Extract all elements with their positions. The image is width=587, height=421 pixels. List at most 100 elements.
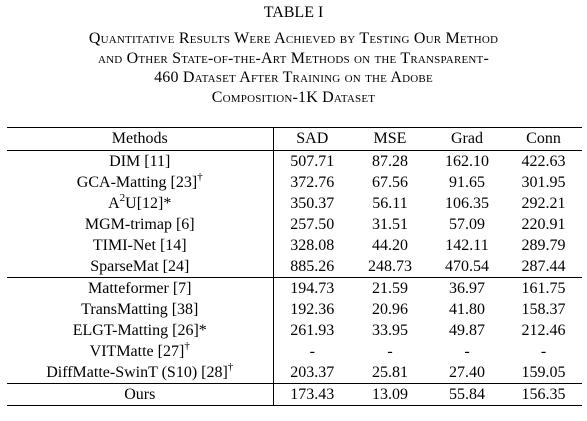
method-name: MGM-trimap [6] bbox=[84, 216, 195, 233]
method-name-rest: U[12]* bbox=[125, 195, 172, 212]
mse-value: 44.20 bbox=[372, 237, 408, 254]
method-name-cell: DiffMatte-SwinT (S10) [28]† bbox=[7, 360, 274, 384]
conn-value: 158.37 bbox=[521, 301, 566, 318]
method-name-cell: GCA-Matting [23]† bbox=[7, 170, 274, 193]
sad-value: 885.26 bbox=[290, 258, 335, 275]
dagger-mark: † bbox=[197, 170, 203, 183]
conn-value: 422.63 bbox=[521, 153, 566, 170]
method-name: Ours bbox=[124, 386, 156, 403]
method-name-cell: SparseMat [24] bbox=[7, 256, 274, 278]
sad-value: 507.71 bbox=[290, 153, 335, 170]
conn-value: 156.35 bbox=[505, 383, 582, 406]
table-row: Matteformer [7] 194.73 21.59 36.97 161.75 bbox=[7, 277, 582, 299]
conn-value: 161.75 bbox=[505, 277, 582, 299]
mse-value: 87.28 bbox=[372, 153, 408, 170]
method-name-cell: TransMatting [38] bbox=[7, 299, 274, 320]
sad-value: 328.08 bbox=[290, 237, 335, 254]
table-row: GCA-Matting [23]† 372.76 67.56 91.65 301.95 bbox=[7, 170, 582, 193]
table-caption: Quantitative Results Were Achieved by Te… bbox=[0, 29, 587, 107]
grad-value: - bbox=[464, 343, 470, 360]
grad-value: 470.54 bbox=[445, 258, 489, 275]
conn-value: 301.95 bbox=[521, 174, 566, 191]
grad-value: 91.65 bbox=[449, 174, 485, 191]
method-name: ELGT-Matting [26]* bbox=[72, 322, 207, 339]
method-name-base: A bbox=[108, 195, 120, 212]
sad-value: 350.37 bbox=[290, 195, 335, 212]
mse-value: 248.73 bbox=[368, 258, 412, 275]
conn-value: 212.46 bbox=[521, 322, 566, 339]
grad-value: 36.97 bbox=[429, 277, 505, 299]
grad-value: 106.35 bbox=[445, 195, 489, 212]
sad-value: 261.93 bbox=[290, 322, 335, 339]
method-name-cell: MGM-trimap [6] bbox=[7, 214, 274, 235]
conn-value: - bbox=[540, 343, 547, 360]
caption-line-3: 460 Dataset After Training on the Adobe bbox=[154, 69, 433, 86]
caption-line-1: Quantitative Results Were Achieved by Te… bbox=[88, 30, 499, 47]
grad-value: 27.40 bbox=[449, 364, 485, 381]
conn-value: 289.79 bbox=[521, 237, 566, 254]
method-name: SparseMat [24] bbox=[90, 258, 190, 275]
results-table: Methods SAD MSE Grad Conn DIM [11] 507.71… bbox=[7, 127, 582, 406]
mse-value: 20.96 bbox=[372, 301, 408, 318]
grad-value: 41.80 bbox=[449, 301, 485, 318]
method-name-superscript: 2 bbox=[119, 191, 126, 204]
method-name-cell: Matteformer [7] bbox=[7, 277, 274, 299]
method-name: Matteformer [7] bbox=[87, 280, 192, 297]
column-header-grad: Grad bbox=[429, 127, 505, 151]
sad-value: 203.37 bbox=[290, 364, 335, 381]
method-name: DiffMatte-SwinT (S10) [28] bbox=[46, 364, 228, 381]
method-name-cell: VITMatte [27]† bbox=[7, 339, 274, 362]
sad-value: 192.36 bbox=[290, 301, 335, 318]
method-name: DIM [11] bbox=[109, 153, 171, 170]
sad-value: 257.50 bbox=[290, 216, 335, 233]
caption-line-2: and Other State-of-the-Art Methods on th… bbox=[98, 49, 489, 67]
dagger-mark: † bbox=[184, 339, 190, 352]
sad-value: - bbox=[309, 343, 315, 360]
table-row: DiffMatte-SwinT (S10) [28]† 203.37 25.81 27… bbox=[7, 360, 582, 384]
mse-value: 67.56 bbox=[372, 174, 408, 191]
table-row: TIMI-Net [14] 328.08 44.20 142.11 289.79 bbox=[7, 235, 582, 256]
mse-value: 21.59 bbox=[351, 277, 429, 299]
method-name-cell: A2U[12]* bbox=[7, 191, 274, 214]
mse-value: - bbox=[387, 343, 393, 360]
method-name: GCA-Matting [23] bbox=[76, 174, 198, 191]
column-header-sad: SAD bbox=[273, 127, 351, 151]
table-row: VITMatte [27]† - - - - bbox=[7, 339, 582, 362]
method-name-cell: ELGT-Matting [26]* bbox=[7, 320, 274, 341]
dagger-mark: † bbox=[227, 360, 234, 373]
conn-value: 220.91 bbox=[521, 216, 566, 233]
table-row: ELGT-Matting [26]* 261.93 33.95 49.87 212.46 bbox=[7, 320, 582, 341]
caption-line-4: Composition-1K Dataset bbox=[211, 88, 376, 106]
table-row: TransMatting [38] 192.36 20.96 41.80 158.37 bbox=[7, 299, 582, 320]
method-name: TIMI-Net [14] bbox=[92, 237, 187, 254]
grad-value: 57.09 bbox=[449, 216, 485, 233]
sad-value: 173.43 bbox=[273, 383, 351, 406]
table-row: SparseMat [24] 885.26 248.73 470.54 287.44 bbox=[7, 256, 582, 278]
method-name: TransMatting [38] bbox=[81, 301, 199, 318]
grad-value: 49.87 bbox=[449, 322, 485, 339]
table-row: MGM-trimap [6] 257.50 31.51 57.09 220.91 bbox=[7, 214, 582, 235]
mse-value: 33.95 bbox=[372, 322, 408, 339]
conn-value: 292.21 bbox=[521, 195, 566, 212]
table-row: DIM [11] 507.71 87.28 162.10 422.63 bbox=[7, 150, 582, 172]
mse-value: 13.09 bbox=[351, 383, 429, 406]
grad-value: 162.10 bbox=[445, 153, 489, 170]
grad-value: 142.11 bbox=[445, 237, 489, 254]
table-row: A2U[12]* 350.37 56.11 106.35 292.21 bbox=[7, 191, 582, 214]
mse-value: 31.51 bbox=[372, 216, 408, 233]
conn-value: 159.05 bbox=[521, 364, 566, 381]
mse-value: 25.81 bbox=[372, 364, 408, 381]
method-name: VITMatte [27] bbox=[89, 343, 185, 360]
conn-value: 287.44 bbox=[521, 258, 566, 275]
column-header-mse: MSE bbox=[351, 127, 429, 151]
column-header-methods: Methods bbox=[7, 127, 274, 151]
column-header-conn: Conn bbox=[505, 127, 582, 151]
table-body: DIM [11] 507.71 87.28 162.10 422.63 GCA-Matti… bbox=[7, 150, 582, 406]
grad-value: 55.84 bbox=[429, 383, 505, 406]
method-name-cell: DIM [11] bbox=[7, 150, 274, 172]
sad-value: 372.76 bbox=[290, 174, 335, 191]
sad-value: 194.73 bbox=[273, 277, 351, 299]
table-label: TABLE I bbox=[263, 4, 324, 21]
header-row: Methods SAD MSE Grad Conn bbox=[7, 127, 582, 151]
